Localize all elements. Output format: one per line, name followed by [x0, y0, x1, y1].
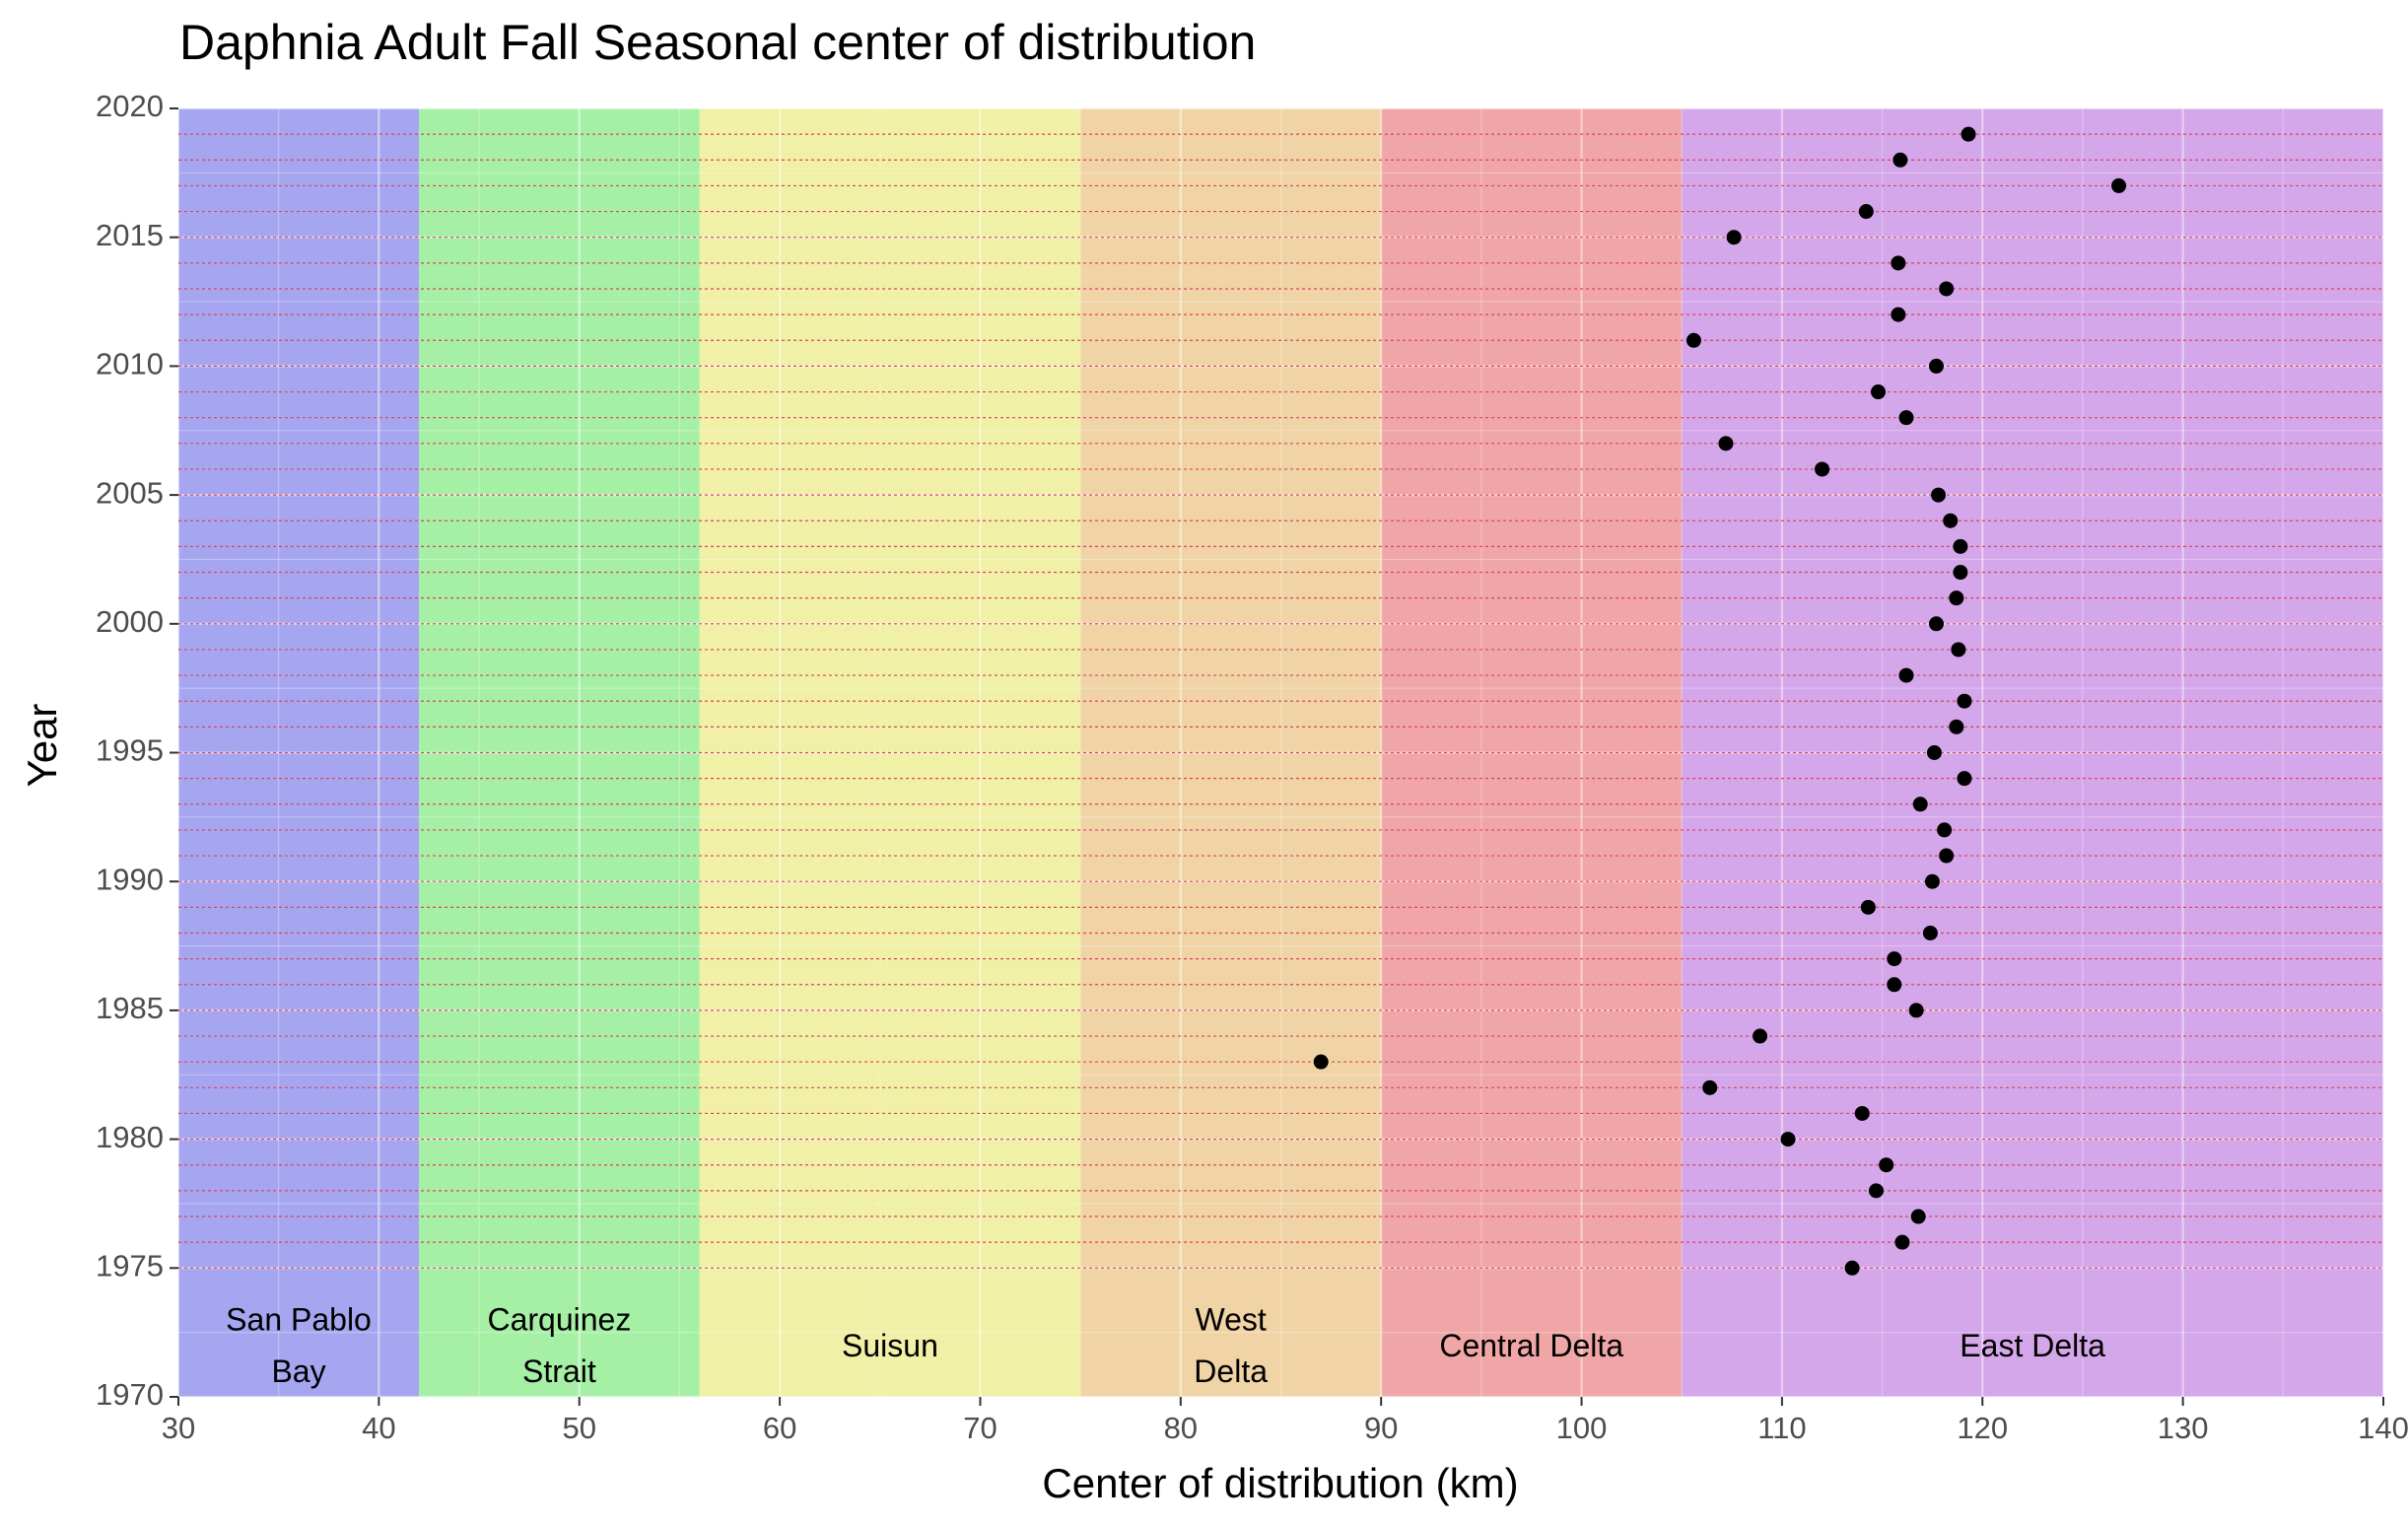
data-point: [1957, 693, 1972, 709]
data-point: [1879, 1157, 1894, 1173]
y-tick-label: 1970: [96, 1377, 164, 1412]
data-point: [1937, 822, 1953, 838]
data-point: [1753, 1028, 1768, 1044]
data-point: [1953, 565, 1968, 581]
data-points: [1313, 126, 2127, 1276]
y-tick-label: 1990: [96, 862, 164, 896]
x-axis-title: Center of distribution (km): [1042, 1460, 1518, 1506]
data-point: [1912, 797, 1928, 812]
data-point: [1931, 487, 1947, 503]
data-point: [1887, 951, 1902, 967]
year-reference-lines: [178, 133, 2383, 1269]
data-point: [1868, 1183, 1884, 1199]
region-label: East Delta: [1960, 1328, 2105, 1363]
data-point: [1943, 513, 1959, 528]
data-point: [1891, 255, 1906, 271]
data-point: [1871, 384, 1887, 400]
x-tick-label: 40: [362, 1411, 395, 1445]
data-point: [1939, 848, 1955, 864]
region-label: West: [1196, 1302, 1267, 1338]
data-point: [1908, 1003, 1924, 1018]
region-label: Strait: [522, 1353, 596, 1389]
data-point: [1887, 977, 1902, 993]
y-tick-label: 1975: [96, 1248, 164, 1283]
y-tick-label: 2015: [96, 218, 164, 252]
x-tick-label: 140: [2358, 1411, 2408, 1445]
x-tick-label: 80: [1164, 1411, 1198, 1445]
data-point: [1718, 436, 1734, 451]
y-tick-label: 2000: [96, 604, 164, 639]
data-point: [1858, 204, 1874, 220]
region-band-4: [1381, 108, 1683, 1397]
data-point: [1892, 152, 1908, 168]
region-label: Central Delta: [1439, 1328, 1623, 1363]
data-point: [1686, 332, 1701, 348]
data-point: [1928, 358, 1944, 374]
x-tick-label: 60: [763, 1411, 796, 1445]
region-labels: San Pablo Bay Carquinez Strait Suisun West Del…: [226, 1302, 2105, 1389]
data-point: [1898, 410, 1914, 426]
x-tick-label: 100: [1556, 1411, 1608, 1445]
data-point: [1926, 745, 1942, 760]
data-point: [1922, 925, 1938, 940]
data-point: [1815, 461, 1830, 477]
region-label: Bay: [271, 1353, 325, 1389]
x-axis: 30 40 50 60 70 80 90 100 110 120 130 140: [162, 1397, 2408, 1445]
data-point: [1949, 719, 1964, 734]
data-point: [2111, 177, 2127, 193]
y-tick-label: 1980: [96, 1120, 164, 1154]
data-point: [1780, 1132, 1796, 1147]
x-tick-label: 70: [963, 1411, 997, 1445]
y-tick-label: 1985: [96, 991, 164, 1025]
x-tick-label: 110: [1757, 1411, 1806, 1445]
data-point: [1928, 616, 1944, 632]
data-point: [1891, 307, 1906, 322]
y-axis-title: Year: [19, 704, 65, 788]
y-tick-label: 2005: [96, 475, 164, 510]
data-point: [1924, 873, 1940, 889]
data-point: [1726, 230, 1742, 245]
region-label: Delta: [1194, 1353, 1268, 1389]
data-point: [1951, 642, 1966, 658]
data-point: [1953, 538, 1968, 554]
y-axis: 1970 1975 1980 1985 1990 1995 2000 2005 2010 2015…: [96, 89, 178, 1412]
data-point: [1894, 1234, 1910, 1250]
region-label: San Pablo: [226, 1302, 372, 1338]
y-tick-label: 2020: [96, 89, 164, 123]
y-tick-label: 1995: [96, 733, 164, 768]
data-point: [1910, 1209, 1926, 1224]
data-point: [1844, 1260, 1860, 1276]
chart-title: Daphnia Adult Fall Seasonal center of di…: [179, 15, 1256, 70]
region-label: Suisun: [842, 1328, 938, 1363]
data-point: [1939, 281, 1955, 297]
x-tick-label: 50: [562, 1411, 595, 1445]
region-label: Carquinez: [487, 1302, 631, 1338]
data-point: [1860, 899, 1876, 915]
data-point: [1854, 1105, 1870, 1121]
data-point: [1949, 590, 1964, 606]
x-tick-label: 130: [2158, 1411, 2209, 1445]
x-tick-label: 90: [1364, 1411, 1398, 1445]
x-tick-label: 30: [162, 1411, 195, 1445]
x-tick-label: 120: [1957, 1411, 2008, 1445]
data-point: [1898, 667, 1914, 683]
data-point: [1957, 771, 1972, 787]
data-point: [1961, 126, 1976, 142]
region-band-3: [1080, 108, 1382, 1397]
data-point: [1702, 1079, 1718, 1095]
data-point: [1313, 1054, 1329, 1070]
y-tick-label: 2010: [96, 347, 164, 382]
